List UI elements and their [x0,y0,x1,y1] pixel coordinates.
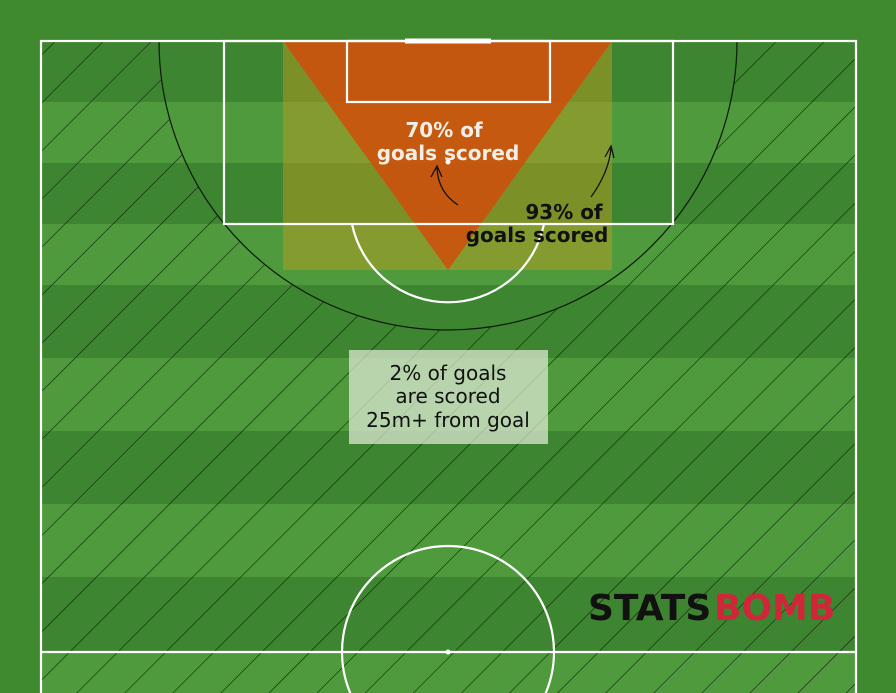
logo-text-stats: STATS [588,588,711,629]
penalty-area-label-line1: 93% of [525,200,603,224]
six-yard-zone-fill [283,41,612,270]
penalty-area-arrow [590,147,612,198]
long-range-label-box [349,350,548,444]
long-range-label-line2: are scored [395,384,500,408]
penalty-area-label-line2: goals scored [466,223,609,247]
penalty-spot [445,159,451,165]
center-spot [445,649,451,655]
statsbomb-logo: STATS BOMB [588,588,835,629]
logo-text-bomb: BOMB [714,588,835,629]
six-yard-arrow [436,167,459,206]
six-yard-label-line1: 70% of [405,118,483,142]
penalty-arc [350,223,546,304]
long-range-label-line1: 2% of goals [390,361,507,385]
center-circle [340,544,556,693]
six-yard-label-line2: goals scored [377,141,520,165]
long-range-label-line3: 25m+ from goal [366,408,530,432]
